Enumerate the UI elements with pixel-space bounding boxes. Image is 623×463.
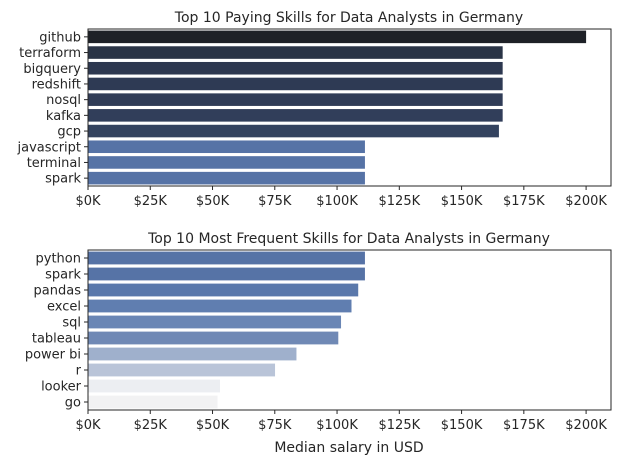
bar-spark [88, 267, 365, 281]
x-axis-label: Median salary in USD [274, 440, 423, 456]
x-tick-label: $50K [196, 418, 230, 433]
chart-title: Top 10 Paying Skills for Data Analysts i… [174, 10, 523, 26]
bar-terminal [88, 156, 365, 169]
bar-javascript [88, 140, 365, 154]
x-tick-label: $25K [134, 194, 168, 209]
y-tick-label: r [76, 364, 82, 379]
bar-python [88, 251, 365, 265]
bars [88, 30, 587, 185]
bar-sql [88, 315, 342, 329]
y-tick-label: spark [45, 268, 81, 283]
y-tick-label: sql [62, 316, 81, 331]
x-tick-label: $125K [379, 418, 421, 433]
bar-pandas [88, 283, 359, 297]
y-tick-label: terraform [19, 46, 81, 61]
y-tick-label: terminal [27, 156, 81, 171]
bar-looker [88, 379, 220, 393]
bars [88, 251, 365, 409]
x-tick-label: $100K [316, 418, 358, 433]
x-tick-label: $50K [196, 194, 230, 209]
bar-r [88, 363, 276, 377]
y-tick-label: go [65, 396, 81, 411]
y-tick-label: tableau [32, 332, 81, 347]
bar-gcp [88, 124, 499, 138]
bar-bigquery [88, 61, 503, 75]
y-tick-label: excel [47, 300, 81, 315]
bar-redshift [88, 77, 503, 91]
bar-terraform [88, 46, 503, 59]
y-tick-label: kafka [46, 109, 81, 124]
x-tick-label: $0K [75, 418, 101, 433]
y-tick-label: power bi [25, 348, 81, 363]
x-tick-label: $0K [75, 194, 101, 209]
chart-most-frequent-skills: Top 10 Most Frequent Skills for Data Ana… [25, 231, 612, 456]
y-tick-label: redshift [32, 77, 81, 92]
x-tick-label: $100K [316, 194, 358, 209]
x-tick-label: $200K [565, 418, 607, 433]
x-tick-label: $75K [258, 194, 292, 209]
y-tick-label: nosql [46, 93, 81, 108]
x-tick-label: $150K [441, 194, 483, 209]
y-tick-labels: githubterraformbigqueryredshiftnosqlkafk… [17, 30, 88, 187]
y-tick-label: bigquery [23, 62, 81, 77]
y-tick-label: python [36, 252, 81, 267]
y-tick-label: gcp [57, 125, 81, 140]
bar-nosql [88, 93, 503, 106]
bar-github [88, 30, 587, 44]
y-tick-label: spark [45, 172, 81, 187]
bar-go [88, 395, 218, 409]
y-tick-label: github [39, 30, 81, 45]
bar-tableau [88, 331, 339, 345]
x-tick-labels: $0K $25K $50K $75K $100K $125K $150K $175K $200K [75, 186, 607, 209]
x-tick-label: $125K [379, 194, 421, 209]
bar-spark [88, 171, 365, 185]
chart-top-paying-skills: Top 10 Paying Skills for Data Analysts i… [17, 10, 612, 209]
x-tick-label: $75K [258, 418, 292, 433]
x-tick-label: $25K [134, 418, 168, 433]
x-tick-label: $150K [441, 418, 483, 433]
y-tick-label: pandas [34, 284, 82, 299]
bar-kafka [88, 109, 503, 122]
plot-frame [87, 28, 612, 187]
bar-power-bi [88, 347, 297, 361]
plot-frame [87, 249, 612, 411]
x-tick-label: $175K [503, 418, 545, 433]
bar-excel [88, 299, 352, 313]
x-tick-label: $175K [503, 194, 545, 209]
chart-title: Top 10 Most Frequent Skills for Data Ana… [147, 231, 550, 247]
y-tick-label: javascript [17, 140, 81, 155]
x-tick-labels: $0K $25K $50K $75K $100K $125K $150K $175K $200K [75, 410, 607, 433]
y-tick-label: looker [41, 380, 82, 395]
x-tick-label: $200K [565, 194, 607, 209]
